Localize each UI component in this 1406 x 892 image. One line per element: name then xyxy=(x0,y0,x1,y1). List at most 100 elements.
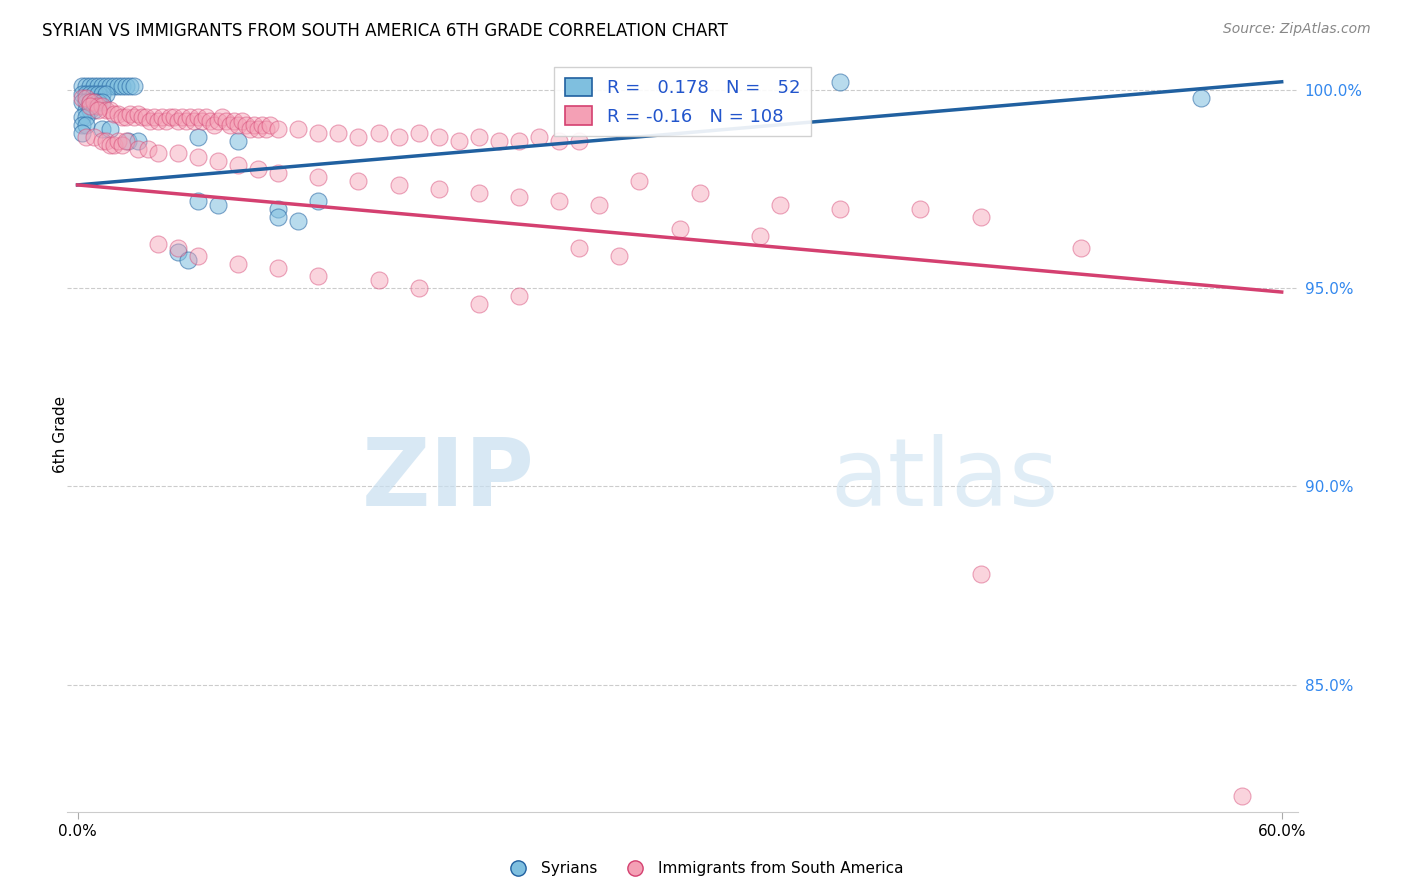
Point xyxy=(75,87,97,101)
Point xyxy=(118,106,141,120)
Point xyxy=(187,111,209,125)
Point xyxy=(748,229,770,244)
Point xyxy=(235,119,257,133)
Point xyxy=(254,122,277,136)
Point xyxy=(202,119,225,133)
Point xyxy=(427,130,450,145)
Point xyxy=(79,95,101,109)
Text: Source: ZipAtlas.com: Source: ZipAtlas.com xyxy=(1223,22,1371,37)
Point xyxy=(179,111,201,125)
Point xyxy=(1070,241,1092,255)
Point xyxy=(98,103,121,117)
Point xyxy=(187,130,209,145)
Point xyxy=(86,98,108,112)
Point xyxy=(79,98,101,112)
Point xyxy=(259,119,281,133)
Legend: Syrians, Immigrants from South America: Syrians, Immigrants from South America xyxy=(496,855,910,882)
Point xyxy=(468,186,491,200)
Text: ZIP: ZIP xyxy=(363,434,534,526)
Point xyxy=(111,111,134,125)
Point xyxy=(79,103,101,117)
Point xyxy=(447,134,470,148)
Point xyxy=(90,134,112,148)
Point xyxy=(86,78,108,93)
Point xyxy=(207,114,229,128)
Point xyxy=(86,95,108,109)
Point xyxy=(75,111,97,125)
Point xyxy=(408,281,430,295)
Point xyxy=(98,138,121,153)
Point xyxy=(83,103,105,117)
Point xyxy=(75,90,97,104)
Point xyxy=(969,210,991,224)
Point xyxy=(367,127,389,141)
Point xyxy=(70,78,93,93)
Point xyxy=(114,134,136,148)
Point xyxy=(94,87,117,101)
Point xyxy=(267,166,290,180)
Point xyxy=(135,111,157,125)
Point xyxy=(75,95,97,109)
Point xyxy=(226,119,249,133)
Point xyxy=(139,114,162,128)
Point xyxy=(187,150,209,164)
Point xyxy=(219,119,242,133)
Point xyxy=(508,134,530,148)
Point xyxy=(548,194,571,208)
Point xyxy=(347,174,370,188)
Point xyxy=(127,106,149,120)
Point xyxy=(159,111,181,125)
Point xyxy=(75,103,97,117)
Point xyxy=(70,87,93,101)
Point xyxy=(191,114,214,128)
Point xyxy=(668,221,690,235)
Point xyxy=(98,122,121,136)
Point xyxy=(79,78,101,93)
Point xyxy=(79,87,101,101)
Point xyxy=(488,134,510,148)
Point xyxy=(107,106,129,120)
Point xyxy=(226,257,249,271)
Point xyxy=(388,178,411,192)
Point xyxy=(830,202,852,216)
Point xyxy=(155,114,177,128)
Point xyxy=(287,122,309,136)
Point xyxy=(70,95,93,109)
Point xyxy=(211,111,233,125)
Point xyxy=(287,213,309,227)
Point xyxy=(427,182,450,196)
Point xyxy=(267,261,290,276)
Point xyxy=(70,111,93,125)
Point xyxy=(103,106,125,120)
Point xyxy=(90,78,112,93)
Point xyxy=(122,78,145,93)
Point xyxy=(367,273,389,287)
Point xyxy=(98,78,121,93)
Point xyxy=(114,78,136,93)
Point xyxy=(79,95,101,109)
Point xyxy=(226,158,249,172)
Point xyxy=(103,138,125,153)
Point xyxy=(207,198,229,212)
Point xyxy=(75,119,97,133)
Point xyxy=(150,111,173,125)
Point xyxy=(307,269,329,284)
Point xyxy=(167,114,190,128)
Point xyxy=(388,130,411,145)
Point xyxy=(174,114,197,128)
Point xyxy=(118,78,141,93)
Point xyxy=(146,237,169,252)
Point xyxy=(94,103,117,117)
Point xyxy=(568,241,591,255)
Point xyxy=(167,146,190,161)
Point xyxy=(146,114,169,128)
Point xyxy=(187,194,209,208)
Point xyxy=(267,122,290,136)
Point xyxy=(527,130,550,145)
Point xyxy=(568,134,591,148)
Point xyxy=(239,122,262,136)
Point xyxy=(94,134,117,148)
Point xyxy=(70,90,93,104)
Point xyxy=(267,210,290,224)
Point xyxy=(90,87,112,101)
